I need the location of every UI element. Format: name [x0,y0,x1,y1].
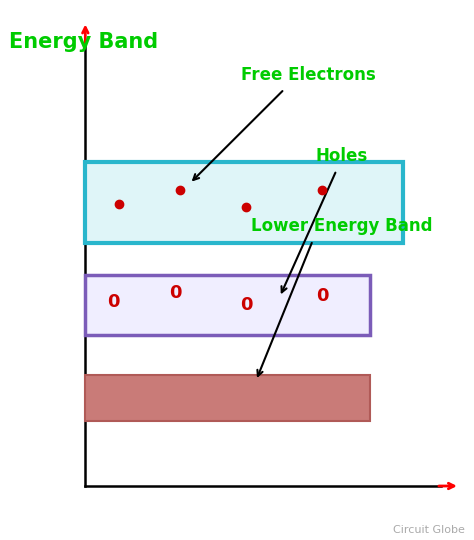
Text: Circuit Globe: Circuit Globe [392,524,465,535]
Bar [85,375,370,421]
Text: Energy Band: Energy Band [9,32,159,52]
Text: 0: 0 [240,296,253,314]
Bar [85,275,370,335]
Text: 0: 0 [108,293,120,312]
Text: 0: 0 [169,284,182,302]
Text: Free Electrons: Free Electrons [241,66,375,84]
Text: Holes: Holes [315,147,367,165]
Text: Lower Energy Band: Lower Energy Band [251,217,432,235]
Bar [85,162,403,243]
Text: 0: 0 [316,287,328,305]
